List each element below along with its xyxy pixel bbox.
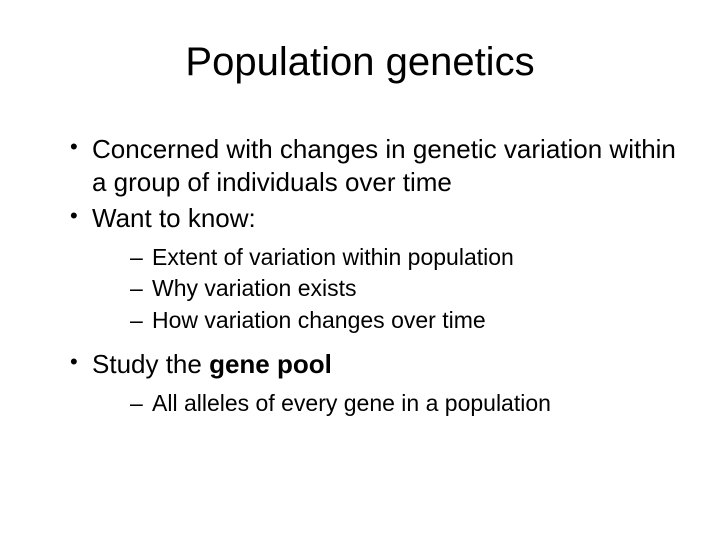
sub-bullet-text: Why variation exists (152, 275, 357, 301)
bullet-text-bold: gene pool (209, 349, 332, 379)
bullet-text-prefix: Study the (92, 349, 209, 379)
sub-bullet-item: Why variation exists (130, 274, 680, 304)
slide: Population genetics Concerned with chang… (0, 0, 720, 540)
sub-bullet-text: How variation changes over time (152, 307, 486, 333)
sub-bullet-text: Extent of variation within population (152, 244, 514, 270)
bullet-list-level1: Concerned with changes in genetic variat… (40, 133, 680, 419)
sub-bullet-item: How variation changes over time (130, 306, 680, 336)
bullet-item: Want to know: Extent of variation within… (70, 202, 680, 336)
slide-title: Population genetics (40, 40, 680, 85)
bullet-item: Concerned with changes in genetic variat… (70, 133, 680, 198)
sub-bullet-text: All alleles of every gene in a populatio… (152, 390, 551, 416)
bullet-list-level2: Extent of variation within population Wh… (92, 243, 680, 337)
bullet-list-level2: All alleles of every gene in a populatio… (92, 389, 680, 419)
bullet-item: Study the gene pool All alleles of every… (70, 348, 680, 418)
bullet-text: Concerned with changes in genetic variat… (92, 134, 676, 197)
sub-bullet-item: Extent of variation within population (130, 243, 680, 273)
bullet-text: Want to know: (92, 203, 256, 233)
sub-bullet-item: All alleles of every gene in a populatio… (130, 389, 680, 419)
